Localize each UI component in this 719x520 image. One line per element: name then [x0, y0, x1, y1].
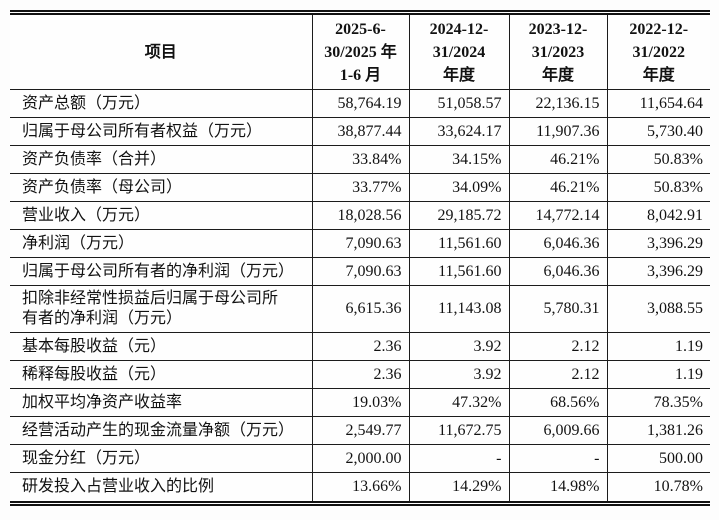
value-cell: -: [508, 444, 607, 473]
row-label: 加权平均净资产收益率: [10, 388, 312, 417]
row-label: 净利润（万元）: [10, 229, 312, 258]
value-cell: 18,028.56: [311, 201, 409, 230]
table-row-rd-ratio: 研发投入占营业收入的比例 13.66% 14.29% 14.98% 10.78%: [10, 472, 710, 501]
table-header: 项目 2025-6- 30/2025 年 1-6 月 2024-12- 31/2…: [10, 15, 710, 90]
table-row-debt-ratio-parent: 资产负债率（母公司） 33.77% 34.09% 46.21% 50.83%: [10, 173, 710, 202]
row-label: 资产负债率（合并）: [10, 145, 312, 174]
value-cell: 29,185.72: [408, 201, 509, 230]
row-label: 资产总额（万元）: [10, 89, 312, 118]
table-row-cash-dividend: 现金分红（万元） 2,000.00 - - 500.00: [10, 444, 710, 473]
value-cell: 33.84%: [311, 145, 409, 174]
value-cell: 46.21%: [508, 145, 607, 174]
table-row-net-profit-excl-nonrecurring: 扣除非经常性损益后归属于母公司所 有者的净利润（万元） 6,615.36 11,…: [10, 285, 710, 333]
value-cell: 78.35%: [606, 388, 710, 417]
table-row-net-profit: 净利润（万元） 7,090.63 11,561.60 6,046.36 3,39…: [10, 229, 710, 258]
value-cell: 6,046.36: [508, 257, 607, 286]
table-row-net-profit-parent: 归属于母公司所有者的净利润（万元） 7,090.63 11,561.60 6,0…: [10, 257, 710, 286]
value-cell: 2.12: [508, 332, 607, 361]
value-cell: 46.21%: [508, 173, 607, 202]
value-cell: 50.83%: [606, 145, 710, 174]
table-body: 资产总额（万元） 58,764.19 51,058.57 22,136.15 1…: [10, 89, 710, 501]
value-cell: 11,561.60: [408, 257, 509, 286]
value-cell: 1.19: [606, 332, 710, 361]
row-label: 稀释每股收益（元）: [10, 360, 312, 389]
value-cell: 11,672.75: [408, 416, 509, 445]
value-cell: 58,764.19: [311, 89, 409, 118]
value-cell: -: [408, 444, 509, 473]
row-label: 扣除非经常性损益后归属于母公司所 有者的净利润（万元）: [10, 285, 312, 333]
table-row-operating-revenue: 营业收入（万元） 18,028.56 29,185.72 14,772.14 8…: [10, 201, 710, 230]
header-row: 项目 2025-6- 30/2025 年 1-6 月 2024-12- 31/2…: [10, 15, 710, 90]
value-cell: 22,136.15: [508, 89, 607, 118]
value-cell: 3,396.29: [606, 229, 710, 258]
header-period-2025-h1: 2025-6- 30/2025 年 1-6 月: [311, 15, 409, 90]
value-cell: 13.66%: [311, 472, 409, 501]
row-label: 资产负债率（母公司）: [10, 173, 312, 202]
value-cell: 7,090.63: [311, 229, 409, 258]
value-cell: 2.36: [311, 360, 409, 389]
value-cell: 19.03%: [311, 388, 409, 417]
table-row-parent-equity: 归属于母公司所有者权益（万元） 38,877.44 33,624.17 11,9…: [10, 117, 710, 146]
value-cell: 8,042.91: [606, 201, 710, 230]
value-cell: 51,058.57: [408, 89, 509, 118]
value-cell: 3,088.55: [606, 285, 710, 333]
value-cell: 2,000.00: [311, 444, 409, 473]
value-cell: 33.77%: [311, 173, 409, 202]
value-cell: 47.32%: [408, 388, 509, 417]
value-cell: 3,396.29: [606, 257, 710, 286]
header-item-column: 项目: [144, 43, 177, 61]
value-cell: 34.15%: [408, 145, 509, 174]
table-row-diluted-eps: 稀释每股收益（元） 2.36 3.92 2.12 1.19: [10, 360, 710, 389]
value-cell: 34.09%: [408, 173, 509, 202]
value-cell: 2,549.77: [311, 416, 409, 445]
row-label: 现金分红（万元）: [10, 444, 312, 473]
table-row-basic-eps: 基本每股收益（元） 2.36 3.92 2.12 1.19: [10, 332, 710, 361]
table-row-operating-cash-flow: 经营活动产生的现金流量净额（万元） 2,549.77 11,672.75 6,0…: [10, 416, 710, 445]
row-label: 基本每股收益（元）: [10, 332, 312, 361]
value-cell: 11,907.36: [508, 117, 607, 146]
value-cell: 3.92: [408, 332, 509, 361]
table-row-debt-ratio-consolidated: 资产负债率（合并） 33.84% 34.15% 46.21% 50.83%: [10, 145, 710, 174]
value-cell: 38,877.44: [311, 117, 409, 146]
value-cell: 11,561.60: [408, 229, 509, 258]
row-label: 经营活动产生的现金流量净额（万元）: [10, 416, 312, 445]
financial-summary-table-frame: 项目 2025-6- 30/2025 年 1-6 月 2024-12- 31/2…: [10, 10, 710, 506]
value-cell: 14.98%: [508, 472, 607, 501]
value-cell: 14.29%: [408, 472, 509, 501]
value-cell: 14,772.14: [508, 201, 607, 230]
value-cell: 500.00: [606, 444, 710, 473]
header-period-2024: 2024-12- 31/2024 年度: [408, 15, 509, 90]
table-row-weighted-avg-roe: 加权平均净资产收益率 19.03% 47.32% 68.56% 78.35%: [10, 388, 710, 417]
row-label: 研发投入占营业收入的比例: [10, 472, 312, 501]
value-cell: 6,009.66: [508, 416, 607, 445]
value-cell: 1.19: [606, 360, 710, 389]
value-cell: 33,624.17: [408, 117, 509, 146]
row-label: 归属于母公司所有者权益（万元）: [10, 117, 312, 146]
row-label: 归属于母公司所有者的净利润（万元）: [10, 257, 312, 286]
value-cell: 68.56%: [508, 388, 607, 417]
value-cell: 11,654.64: [606, 89, 710, 118]
header-period-2022: 2022-12- 31/2022 年度: [606, 15, 710, 90]
value-cell: 5,730.40: [606, 117, 710, 146]
row-label: 营业收入（万元）: [10, 201, 312, 230]
value-cell: 6,615.36: [311, 285, 409, 333]
value-cell: 11,143.08: [408, 285, 509, 333]
table-row-total-assets: 资产总额（万元） 58,764.19 51,058.57 22,136.15 1…: [10, 89, 710, 118]
financial-summary-table: 项目 2025-6- 30/2025 年 1-6 月 2024-12- 31/2…: [10, 15, 710, 501]
value-cell: 7,090.63: [311, 257, 409, 286]
value-cell: 50.83%: [606, 173, 710, 202]
header-period-2023: 2023-12- 31/2023 年度: [508, 15, 607, 90]
value-cell: 10.78%: [606, 472, 710, 501]
value-cell: 1,381.26: [606, 416, 710, 445]
value-cell: 2.36: [311, 332, 409, 361]
value-cell: 6,046.36: [508, 229, 607, 258]
value-cell: 3.92: [408, 360, 509, 389]
value-cell: 2.12: [508, 360, 607, 389]
value-cell: 5,780.31: [508, 285, 607, 333]
